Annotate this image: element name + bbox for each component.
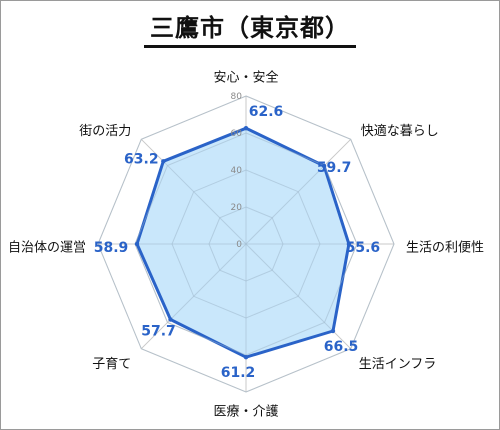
- data-point: [168, 317, 173, 322]
- category-label: 街の活力: [79, 124, 131, 139]
- data-point: [134, 241, 140, 247]
- category-label: 安心・安全: [213, 70, 278, 86]
- category-label: 子育て: [92, 356, 131, 372]
- chart-title: 三鷹市（東京都）: [144, 8, 356, 48]
- tick-label: 40: [231, 166, 243, 176]
- grid-spoke-overlay: [245, 243, 334, 332]
- grid-spoke-overlay: [170, 243, 247, 320]
- data-point: [346, 241, 352, 247]
- category-label: 自治体の運営: [8, 241, 86, 256]
- tick-label: 0: [236, 240, 242, 250]
- value-label: 55.6: [346, 240, 381, 256]
- data-point: [330, 328, 336, 334]
- grid-spoke-overlay: [162, 160, 247, 245]
- data-point: [321, 163, 327, 169]
- category-label: 医療・介護: [213, 404, 278, 420]
- category-label: 生活の利便性: [406, 241, 484, 256]
- grid-ring-overlay-80: [97, 95, 395, 393]
- tick-label: 20: [231, 203, 243, 213]
- data-point: [243, 355, 249, 360]
- grid-ring-overlay-40: [171, 169, 321, 319]
- data-point: [243, 126, 249, 131]
- tick-label: 60: [231, 129, 243, 139]
- chart-title-container: 三鷹市（東京都）: [0, 8, 500, 48]
- value-label: 66.5: [324, 339, 359, 355]
- value-label: 63.2: [124, 151, 159, 167]
- value-label: 61.2: [221, 365, 256, 381]
- category-label: 生活インフラ: [359, 357, 437, 372]
- tick-label: 80: [231, 92, 243, 102]
- value-label: 58.9: [94, 240, 129, 256]
- value-label: 57.7: [141, 324, 176, 340]
- value-label: 59.7: [317, 160, 352, 176]
- data-point: [161, 159, 166, 164]
- grid-spoke-overlay: [245, 165, 325, 245]
- grid-ring-overlay-20: [208, 206, 284, 282]
- grid-ring-overlay-60: [134, 132, 358, 356]
- category-label: 快適な暮らし: [361, 123, 439, 139]
- value-label: 62.6: [249, 104, 284, 120]
